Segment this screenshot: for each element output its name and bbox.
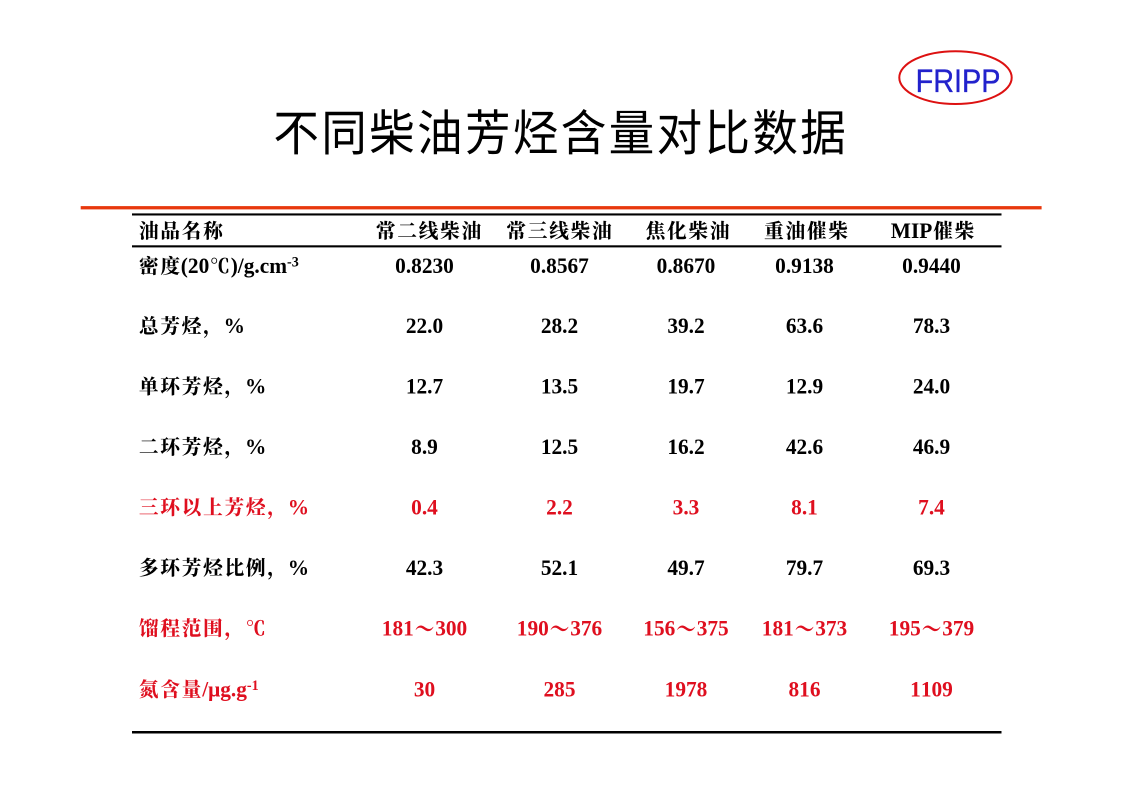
svg-text:69.3: 69.3 [913,554,950,580]
svg-text:78.3: 78.3 [913,313,950,339]
svg-text:49.7: 49.7 [667,554,704,580]
svg-text:816: 816 [788,676,820,702]
svg-text:30: 30 [414,676,435,702]
svg-text:181: 181 [382,615,414,641]
svg-text:3.3: 3.3 [673,494,700,520]
svg-text:%: % [288,554,309,580]
svg-text:46.9: 46.9 [913,433,950,459]
svg-text:0.8567: 0.8567 [530,253,589,279]
svg-text:285: 285 [543,676,575,702]
svg-text:%: % [245,433,266,459]
svg-text:%: % [245,373,266,399]
svg-text:0.9440: 0.9440 [902,253,961,279]
svg-text:FRIPP: FRIPP [916,64,1001,100]
svg-text:190: 190 [517,615,549,641]
svg-text:2.2: 2.2 [546,494,573,520]
svg-text:28.2: 28.2 [541,313,578,339]
svg-text:39.2: 39.2 [667,313,704,339]
svg-text:(20: (20 [181,253,209,279]
svg-text:0.8230: 0.8230 [395,253,454,279]
svg-text:8.1: 8.1 [791,494,818,520]
svg-text:22.0: 22.0 [406,313,443,339]
svg-text:/μg.g: /μg.g [201,676,247,702]
svg-text:8.9: 8.9 [411,433,438,459]
svg-text:16.2: 16.2 [667,433,704,459]
svg-text:12.9: 12.9 [786,373,823,399]
svg-text:1109: 1109 [910,676,953,702]
svg-text:42.6: 42.6 [786,433,823,459]
svg-text:300: 300 [435,615,467,641]
svg-text:42.3: 42.3 [406,554,443,580]
svg-text:63.6: 63.6 [786,313,823,339]
svg-text:%: % [288,494,309,520]
svg-text:-3: -3 [287,254,299,270]
svg-text:379: 379 [942,615,974,641]
svg-text:181: 181 [762,615,794,641]
svg-text:1978: 1978 [665,676,708,702]
svg-text:79.7: 79.7 [786,554,823,580]
svg-text:0.4: 0.4 [411,494,438,520]
svg-text:)/g.cm: )/g.cm [231,253,287,279]
svg-text:%: % [224,313,245,339]
svg-text:373: 373 [815,615,847,641]
svg-text:156: 156 [643,615,675,641]
svg-text:376: 376 [570,615,602,641]
svg-text:195: 195 [889,615,921,641]
svg-text:12.5: 12.5 [541,433,578,459]
svg-text:52.1: 52.1 [541,554,578,580]
svg-text:12.7: 12.7 [406,373,443,399]
svg-text:MIP: MIP [891,217,932,243]
svg-text:19.7: 19.7 [667,373,704,399]
svg-text:24.0: 24.0 [913,373,950,399]
svg-text:7.4: 7.4 [918,494,945,520]
svg-text:13.5: 13.5 [541,373,578,399]
svg-text:0.8670: 0.8670 [657,253,716,279]
svg-text:375: 375 [697,615,729,641]
svg-text:-1: -1 [247,678,259,694]
svg-text:0.9138: 0.9138 [775,253,834,279]
